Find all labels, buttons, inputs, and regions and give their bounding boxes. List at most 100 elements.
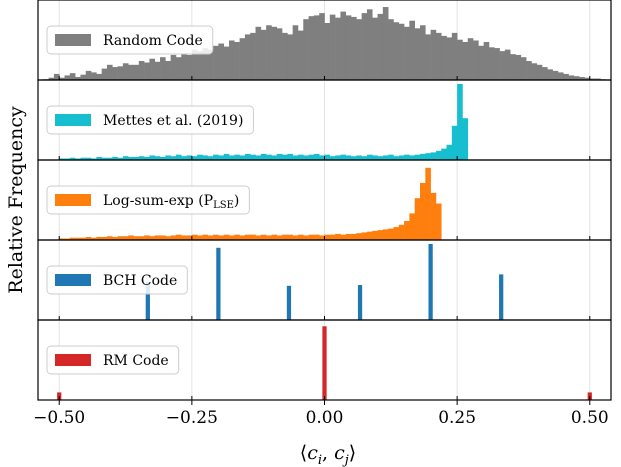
histogram-bar (414, 154, 421, 160)
histogram-bar (144, 62, 150, 80)
legend-swatch (55, 114, 91, 126)
histogram-bar (202, 48, 209, 80)
legend-label: RM Code (103, 353, 169, 369)
histogram-bar (80, 237, 87, 240)
histogram-bar (584, 77, 591, 80)
histogram-bar (292, 25, 299, 81)
histogram-bar (483, 42, 490, 80)
x-axis-label: ⟨ci, cj⟩ (300, 442, 356, 467)
histogram-bar (425, 153, 431, 160)
histogram-bar (451, 125, 458, 160)
histogram-bar (250, 32, 256, 80)
histogram-bar (133, 156, 140, 160)
histogram-bar (202, 234, 209, 240)
histogram-bar (287, 153, 293, 160)
histogram-bar (255, 235, 262, 240)
histogram-bar (154, 61, 161, 80)
histogram-bar (271, 234, 278, 240)
panel-rm-code: RM Code (37, 319, 612, 401)
histogram-bar (112, 67, 118, 80)
histogram-bar (106, 236, 113, 240)
legend-label: Mettes et al. (2019) (103, 113, 243, 129)
panel-mettes-et-al-2019: Mettes et al. (2019) (37, 79, 612, 161)
histogram-bar (366, 154, 373, 160)
histogram-bar (361, 156, 368, 160)
histogram-bar (351, 156, 357, 160)
histogram-bar (144, 235, 150, 240)
histogram-bar (69, 157, 76, 160)
histogram-bar (451, 32, 458, 80)
histogram-bar (91, 237, 97, 240)
histogram-bar (170, 235, 177, 240)
panels-group: Random Code Mettes et al. (2019) Log-sum-e… (37, 0, 612, 401)
histogram-bar (329, 14, 336, 81)
x-tick-label: 0.25 (438, 408, 476, 428)
histogram-bar (144, 156, 150, 160)
histogram-bar (80, 74, 87, 80)
histogram-bar (165, 61, 171, 80)
histogram-bar (250, 154, 256, 160)
histogram-bar (239, 235, 246, 240)
histogram-bar (377, 230, 384, 240)
histogram-bar (372, 230, 378, 240)
histogram-bar (382, 155, 389, 160)
histogram-bar (149, 155, 156, 160)
histogram-bar (223, 153, 230, 160)
histogram-bar (308, 16, 315, 80)
histogram-bar (191, 156, 198, 160)
x-tick-label: −0.50 (33, 408, 85, 428)
histogram-bar (573, 76, 580, 80)
histogram-bar (170, 156, 177, 160)
histogram-bar (319, 155, 325, 160)
legend: Log-sum-exp (PLSE) (46, 185, 250, 215)
histogram-bar (260, 29, 267, 80)
histogram-bar (216, 247, 221, 320)
histogram-bar (128, 64, 134, 80)
histogram-bar (441, 148, 447, 160)
histogram-bar (457, 39, 463, 80)
histogram-bar (197, 154, 203, 160)
histogram-bar (568, 75, 575, 80)
histogram-bar (504, 49, 511, 80)
histogram-bar (351, 233, 357, 240)
histogram-bar (207, 49, 214, 80)
histogram-bar (250, 234, 256, 240)
histogram-bar (112, 156, 118, 160)
histogram-bar (218, 155, 224, 160)
histogram-bar (271, 155, 278, 160)
histogram-bar (398, 23, 405, 80)
histogram-bar (435, 203, 442, 240)
histogram-bar (462, 42, 469, 80)
histogram-bar (324, 154, 331, 160)
histogram-bar (297, 30, 304, 81)
histogram-bar (191, 49, 198, 80)
histogram-bar (266, 154, 272, 160)
legend: Mettes et al. (2019) (46, 105, 254, 135)
histogram-bar (117, 66, 124, 80)
histogram-bar (181, 156, 187, 160)
histogram-bar (165, 155, 171, 160)
histogram-bar (473, 40, 479, 80)
histogram-bar (260, 234, 267, 240)
histogram-bar (234, 234, 240, 240)
histogram-bar (96, 236, 102, 240)
histogram-bar (393, 227, 400, 240)
histogram-bar (186, 155, 193, 160)
histogram-bar (91, 72, 97, 80)
legend-frame (46, 265, 188, 295)
histogram-bar (430, 29, 437, 80)
legend-label: BCH Code (103, 273, 177, 289)
histogram-bar (223, 234, 230, 240)
histogram-bar (207, 156, 214, 160)
legend-frame (46, 345, 180, 375)
histogram-bar (133, 64, 140, 80)
histogram-bar (229, 235, 235, 240)
histogram-bar (276, 153, 283, 160)
histogram-bar (145, 282, 150, 320)
histogram-bar (324, 234, 331, 240)
histogram-bar (446, 144, 453, 160)
histogram-bar (335, 155, 341, 160)
histogram-bar (366, 231, 373, 240)
legend-swatch (55, 34, 91, 46)
histogram-bar (112, 236, 118, 240)
